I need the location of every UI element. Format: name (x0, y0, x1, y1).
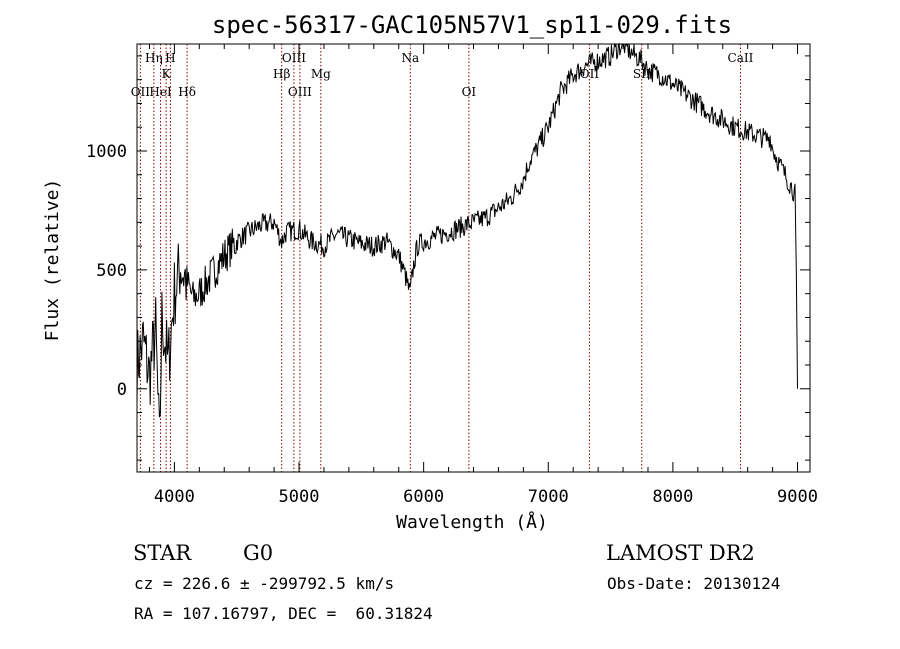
spectral-line-label: Na (401, 51, 419, 65)
spectrum-series-line (136, 42, 798, 418)
plot-frame (136, 43, 811, 473)
object-class: STAR (133, 541, 192, 565)
observation-date: Obs-Date: 20130124 (607, 574, 781, 593)
chart-title: spec-56317-GAC105N57V1_sp11-029.fits (212, 11, 732, 39)
spectral-line-label: Mg (311, 67, 331, 81)
spectral-line-label: CaII (728, 51, 754, 65)
y-tick-label: 0 (117, 380, 127, 400)
y-tick-label: 500 (96, 261, 127, 281)
y-axis-label: Flux (relative) (42, 179, 63, 342)
x-tick-label: 8000 (652, 487, 693, 507)
y-tick-label: 1000 (86, 142, 127, 162)
spectral-line-label: SII (633, 67, 651, 81)
spectral-line-label: H (165, 51, 175, 65)
spectral-line-label: Hη (145, 51, 163, 65)
spectral-line-label: OII (131, 85, 151, 99)
spectral-line-label: OII (580, 67, 600, 81)
x-tick-label: 5000 (279, 487, 320, 507)
x-axis-label: Wavelength (Å) (396, 511, 548, 533)
spectral-line-label: Hβ (273, 67, 290, 81)
x-tick-label: 7000 (528, 487, 569, 507)
survey-name: LAMOST DR2 (606, 541, 755, 565)
axis-ticks: 4000 5000 6000 7000 8000 9000 0 500 1000 (86, 44, 818, 507)
object-subclass: G0 (243, 541, 274, 565)
coordinates-line: RA = 107.16797, DEC = 60.31824 (134, 604, 433, 623)
spectral-line-label: HeI (149, 85, 172, 99)
x-tick-label: 6000 (403, 487, 444, 507)
spectral-line-label: OI (462, 85, 477, 99)
spectral-line-label: K (162, 67, 172, 81)
x-tick-label: 9000 (777, 487, 818, 507)
spectral-line-label: OIII (282, 51, 306, 65)
x-tick-label: 4000 (154, 487, 195, 507)
spectral-line-label: OIII (288, 85, 312, 99)
redshift-line: cz = 226.6 ± -299792.5 km/s (134, 574, 395, 593)
spectral-line-label: Hδ (178, 85, 196, 99)
spectral-line-markers: OII Hη HeI KH Hδ Hβ OIII OIII Mg Na OI OII SII CaII (131, 44, 754, 472)
